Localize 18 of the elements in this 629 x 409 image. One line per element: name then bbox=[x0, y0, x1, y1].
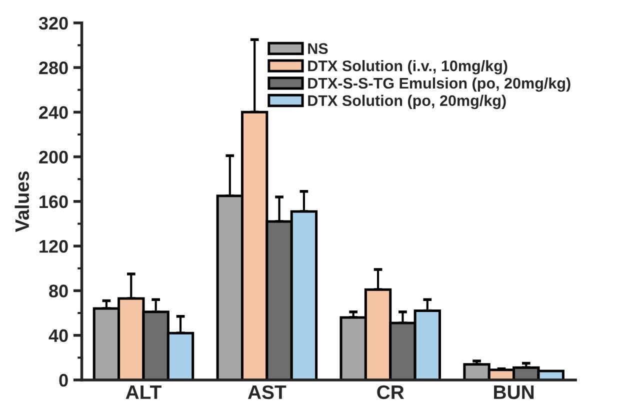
y-tick-label: 320 bbox=[38, 16, 68, 30]
y-tick-label: 120 bbox=[40, 240, 68, 253]
legend-label: DTX-S-S-TG Emulsion (po, 20mg/kg) bbox=[308, 77, 570, 92]
x-tick-label: BUN bbox=[494, 386, 534, 400]
x-tick-label: CR bbox=[377, 385, 404, 400]
y-tick-label: 200 bbox=[39, 150, 68, 164]
legend-label: DTX Solution (i.v., 10mg/kg) bbox=[308, 60, 508, 74]
y-axis-title: Values bbox=[14, 171, 30, 232]
legend-label: DTX Solution (po, 20mg/kg) bbox=[308, 94, 506, 110]
x-tick-label: ALT bbox=[126, 386, 162, 399]
y-tick-label: 160 bbox=[40, 195, 68, 208]
legend-label: NS bbox=[308, 43, 328, 54]
x-tick-label: AST bbox=[248, 385, 286, 400]
y-tick-label: 280 bbox=[39, 61, 68, 74]
y-tick-label: 0 bbox=[59, 374, 68, 387]
y-tick-label: 240 bbox=[39, 106, 68, 119]
y-tick-label: 80 bbox=[49, 284, 68, 298]
y-tick-label: 40 bbox=[48, 329, 68, 342]
